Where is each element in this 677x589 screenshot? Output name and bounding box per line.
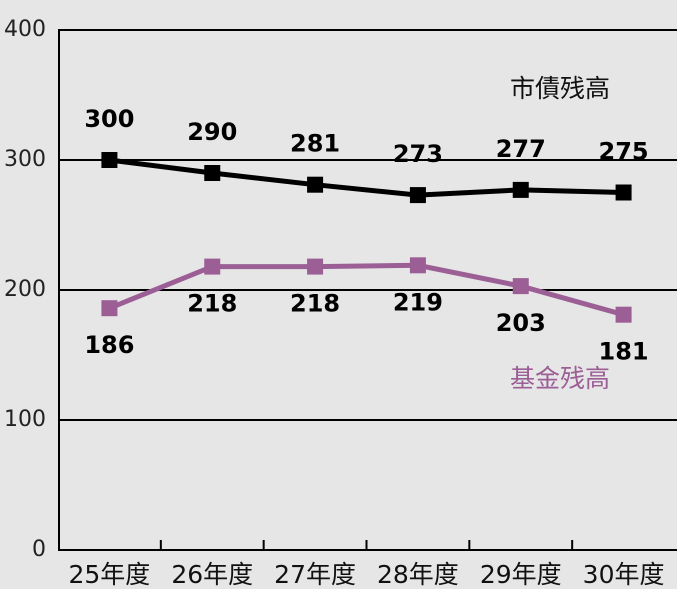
value-label: 273	[393, 140, 443, 168]
value-label: 290	[187, 118, 237, 146]
marker	[512, 181, 529, 198]
value-label: 218	[187, 290, 237, 318]
value-label: 181	[599, 338, 649, 366]
x-tick-label: 26年度	[171, 560, 253, 589]
value-label: 218	[290, 290, 340, 318]
marker	[615, 306, 632, 323]
y-tick-label: 400	[4, 17, 46, 42]
marker	[615, 184, 632, 201]
x-tick-label: 30年度	[583, 560, 665, 589]
marker	[409, 257, 426, 274]
x-tick-label: 29年度	[480, 560, 562, 589]
marker	[101, 300, 118, 317]
value-label: 275	[599, 138, 649, 166]
y-tick-label: 100	[4, 407, 46, 432]
value-label: 219	[393, 288, 443, 316]
value-label: 281	[290, 130, 340, 158]
series-label: 市債残高	[510, 74, 610, 103]
y-tick-label: 200	[4, 277, 46, 302]
marker	[512, 278, 529, 295]
marker	[204, 165, 221, 181]
value-label: 277	[496, 135, 546, 163]
marker	[307, 258, 324, 275]
x-tick-label: 25年度	[69, 560, 151, 589]
y-tick-label: 300	[4, 147, 46, 172]
value-label: 300	[84, 105, 134, 133]
marker	[204, 258, 221, 275]
marker	[307, 176, 324, 193]
value-label: 186	[84, 331, 134, 359]
series-line	[109, 157, 624, 198]
marker	[409, 187, 426, 204]
value-label: 203	[496, 309, 546, 337]
marker	[101, 152, 118, 168]
series-label: 基金残高	[510, 364, 610, 393]
y-tick-label: 0	[32, 537, 46, 562]
x-tick-label: 28年度	[377, 560, 459, 589]
x-tick-label: 27年度	[274, 560, 356, 589]
series-line	[108, 262, 625, 318]
